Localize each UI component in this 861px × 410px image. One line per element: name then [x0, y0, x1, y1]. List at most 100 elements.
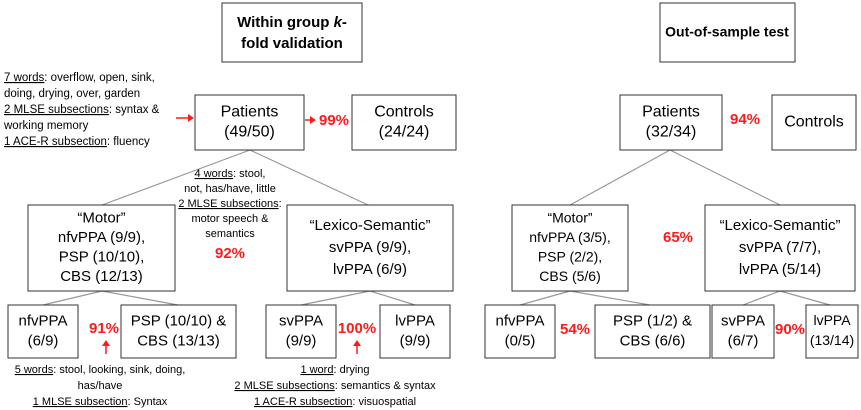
feature-text: not, has/have, little — [184, 183, 276, 195]
svppa-label: svPPA — [279, 312, 323, 329]
feature-line: 1 ACE-R subsection: visuospatial — [254, 396, 416, 408]
motor-label: nfvPPA (9/9), — [58, 229, 145, 246]
feature-count: 7 words — [4, 72, 45, 84]
arrow-head — [353, 340, 361, 346]
svppa-label: (9/9) — [286, 332, 317, 349]
nfvppa-label: (6/9) — [28, 332, 59, 349]
feature-text: : fluency — [107, 136, 150, 148]
accuracy: 100% — [338, 320, 376, 337]
lexico-label: lvPPA (5/14) — [739, 261, 821, 278]
lvppa-label: (9/9) — [400, 332, 431, 349]
connector — [519, 290, 571, 306]
feature-line: 4 words: stool, — [195, 168, 266, 180]
lexico-label: “Lexico-Semantic” — [310, 217, 431, 234]
connector — [249, 149, 369, 206]
accuracy: 65% — [663, 229, 693, 246]
feature-line: 5 words: stool, looking, sink, doing, — [15, 364, 186, 376]
feature-text: motor speech & — [191, 213, 269, 225]
connector — [42, 290, 103, 306]
feature-text: has/have — [78, 380, 123, 392]
feature-text: : Syntax — [128, 396, 168, 408]
svppa-label: (6/7) — [728, 332, 759, 349]
feature-line: 7 words: overflow, open, sink, — [4, 72, 155, 84]
lexico-label: “Lexico-Semantic” — [720, 217, 841, 234]
feature-count: 1 MLSE subsection — [33, 396, 128, 408]
feature-text: : overflow, open, sink, — [44, 72, 155, 84]
patients-label: Patients — [221, 104, 279, 121]
connector — [101, 149, 251, 206]
arrow-head — [102, 340, 110, 346]
psp-cbs-label: PSP (10/10) & — [131, 312, 227, 329]
arrow-head — [310, 116, 316, 124]
controls-label: (24/24) — [379, 124, 430, 141]
lvppa-box — [805, 304, 859, 359]
connector — [369, 290, 416, 306]
lexico-label: svPPA (9/9), — [329, 239, 411, 256]
feature-count: 2 MLSE subsections — [234, 380, 335, 392]
feature-text: : drying — [333, 364, 369, 376]
accuracy: 54% — [560, 321, 590, 338]
feature-line: motor speech & — [191, 213, 269, 225]
accuracy: 92% — [215, 245, 245, 262]
connector — [779, 290, 831, 306]
accuracy: 94% — [730, 111, 760, 128]
feature-count: 5 words — [15, 364, 54, 376]
psp-cbs-box — [120, 304, 237, 359]
feature-count: 2 MLSE subsections — [178, 198, 279, 210]
svppa-box — [265, 304, 337, 359]
feature-text: semantics — [205, 228, 255, 240]
title-part: k — [334, 14, 343, 31]
feature-line: semantics — [205, 228, 255, 240]
connector — [569, 149, 671, 206]
lvppa-label: lvPPA — [395, 312, 435, 329]
nfvppa-label: (0/5) — [505, 332, 536, 349]
feature-line: 2 MLSE subsections: — [178, 198, 281, 210]
nfvppa-box — [484, 304, 556, 359]
svppa-box — [711, 304, 775, 359]
motor-label: PSP (2/2), — [538, 248, 602, 264]
lexico-box — [704, 204, 856, 292]
nfvppa-box — [7, 304, 79, 359]
feature-text: working memory — [3, 120, 89, 132]
feature-line: working memory — [3, 120, 89, 132]
title: Within group k- — [237, 14, 347, 31]
feature-text: : semantics & syntax — [335, 380, 436, 392]
patients-label: (49/50) — [224, 124, 275, 141]
title-part: - — [342, 14, 347, 31]
feature-count: 2 MLSE subsections — [4, 104, 109, 116]
patients-label: (32/34) — [646, 124, 697, 141]
arrow-head — [188, 114, 194, 122]
lexico-label: svPPA (7/7), — [739, 239, 821, 256]
nfvppa-label: nfvPPA — [496, 312, 545, 329]
psp-cbs-label: CBS (13/13) — [137, 332, 220, 349]
feature-text: doing, drying, over, garden — [4, 88, 140, 100]
nfvppa-label: nfvPPA — [19, 312, 68, 329]
lvppa-label: lvPPA — [813, 312, 851, 328]
patients-box — [619, 94, 723, 151]
feature-line: 1 MLSE subsection: Syntax — [33, 396, 168, 408]
controls-label: Controls — [784, 114, 844, 131]
connector — [300, 290, 371, 306]
feature-line: 2 MLSE subsections: semantics & syntax — [234, 380, 436, 392]
feature-line: has/have — [78, 380, 123, 392]
lexico-label: lvPPA (6/9) — [333, 261, 407, 278]
lexico-box — [286, 204, 454, 292]
psp-cbs-label: CBS (6/6) — [620, 332, 686, 349]
feature-count: 1 word — [300, 364, 333, 376]
patients-label: Patients — [642, 104, 700, 121]
title: Out-of-sample test — [665, 24, 789, 40]
controls-label: Controls — [374, 104, 434, 121]
controls-box — [771, 94, 857, 151]
feature-count: 1 ACE-R subsection — [4, 136, 107, 148]
feature-line: doing, drying, over, garden — [4, 88, 140, 100]
feature-count: 1 ACE-R subsection — [254, 396, 352, 408]
motor-label: “Motor” — [77, 210, 125, 227]
connector — [742, 290, 781, 306]
motor-label: CBS (12/13) — [60, 268, 143, 285]
accuracy: 91% — [89, 320, 119, 337]
feature-text: : visuospatial — [352, 396, 416, 408]
title-box — [659, 2, 796, 63]
connector — [569, 290, 651, 306]
connector — [669, 149, 781, 206]
